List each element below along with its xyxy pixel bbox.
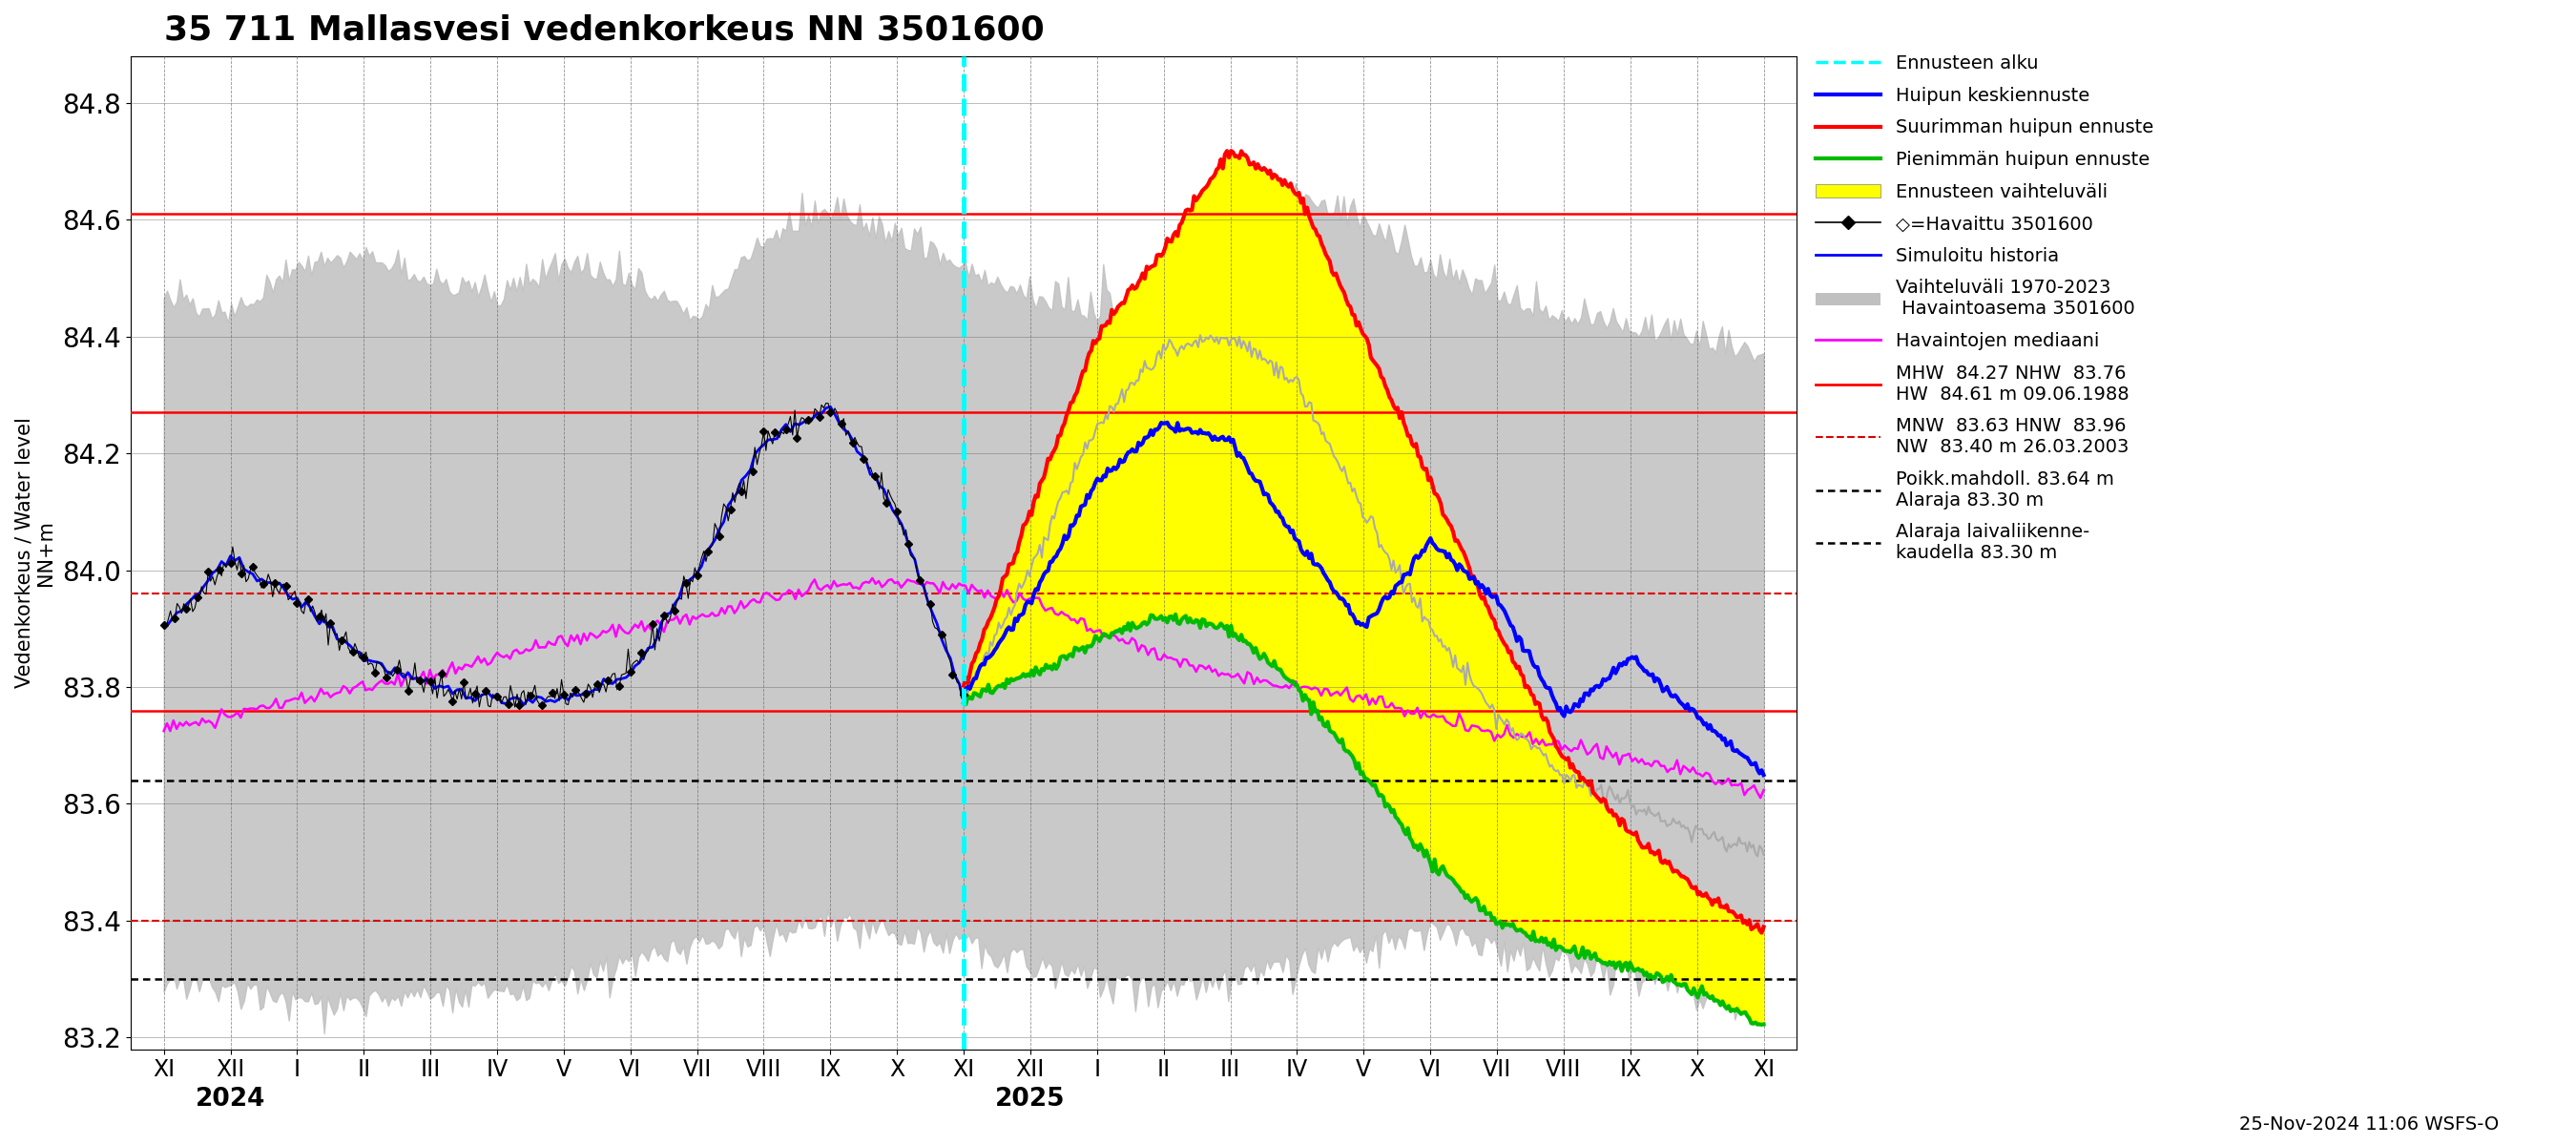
Text: 35 711 Mallasvesi vedenkorkeus NN 3501600: 35 711 Mallasvesi vedenkorkeus NN 350160… xyxy=(165,14,1043,47)
Text: 2024: 2024 xyxy=(196,1088,265,1112)
Legend: Ennusteen alku, Huipun keskiennuste, Suurimman huipun ennuste, Pienimmän huipun : Ennusteen alku, Huipun keskiennuste, Suu… xyxy=(1806,46,2161,571)
Y-axis label: Vedenkorkeus / Water level
NN+m: Vedenkorkeus / Water level NN+m xyxy=(15,417,57,688)
Text: 25-Nov-2024 11:06 WSFS-O: 25-Nov-2024 11:06 WSFS-O xyxy=(2239,1115,2499,1134)
Text: 2025: 2025 xyxy=(994,1088,1066,1112)
